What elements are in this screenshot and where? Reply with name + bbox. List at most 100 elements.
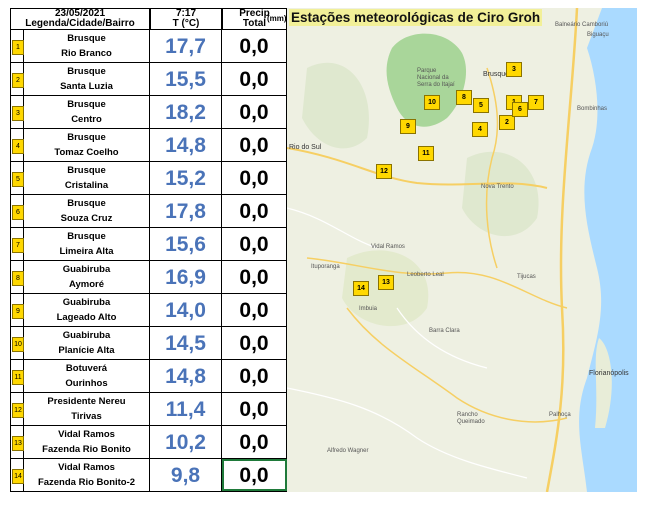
table-row[interactable]: 1 Brusque Rio Branco 17,7 0,0 xyxy=(10,30,287,63)
station-bairro: Tomaz Coelho xyxy=(54,147,119,158)
station-location-cell[interactable]: Brusque Cristalina xyxy=(24,162,150,194)
table-row[interactable]: 10 Guabiruba Planície Alta 14,5 0,0 xyxy=(10,327,287,360)
map-marker-5[interactable]: 5 xyxy=(473,98,489,113)
table-row[interactable]: 6 Brusque Souza Cruz 17,8 0,0 xyxy=(10,195,287,228)
table-row[interactable]: 4 Brusque Tomaz Coelho 14,8 0,0 xyxy=(10,129,287,162)
table-row[interactable]: 9 Guabiruba Lageado Alto 14,0 0,0 xyxy=(10,294,287,327)
station-number-cell[interactable]: 1 xyxy=(10,30,24,62)
station-number-cell[interactable]: 7 xyxy=(10,228,24,260)
station-location-cell[interactable]: Botuverá Ourinhos xyxy=(24,360,150,392)
station-precip-cell[interactable]: 0,0 xyxy=(222,96,287,128)
station-temperature-cell[interactable]: 10,2 xyxy=(150,426,222,458)
map-marker-7[interactable]: 7 xyxy=(528,95,544,110)
station-precip-cell[interactable]: 0,0 xyxy=(222,195,287,227)
table-row[interactable]: 3 Brusque Centro 18,2 0,0 xyxy=(10,96,287,129)
station-bairro: Rio Branco xyxy=(61,48,112,59)
header-date-location[interactable]: 23/05/2021 Legenda/Cidade/Bairro xyxy=(10,8,150,30)
station-bairro: Aymoré xyxy=(68,279,105,290)
map-marker-12[interactable]: 12 xyxy=(376,164,392,179)
table-row[interactable]: 14 Vidal Ramos Fazenda Rio Bonito-2 9,8 0,0 xyxy=(10,459,287,492)
station-temperature-cell[interactable]: 11,4 xyxy=(150,393,222,425)
station-temperature-cell[interactable]: 14,5 xyxy=(150,327,222,359)
map-marker-11[interactable]: 11 xyxy=(418,146,434,161)
header-time-temp[interactable]: 7:17 T (°C) xyxy=(150,8,222,30)
map-marker-8[interactable]: 8 xyxy=(456,90,472,105)
station-number-cell[interactable]: 13 xyxy=(10,426,24,458)
station-precip-cell[interactable]: 0,0 xyxy=(222,360,287,392)
station-location-cell[interactable]: Brusque Limeira Alta xyxy=(24,228,150,260)
station-location-cell[interactable]: Guabiruba Aymoré xyxy=(24,261,150,293)
station-city: Botuverá xyxy=(65,363,108,374)
station-number-cell[interactable]: 9 xyxy=(10,294,24,326)
station-temperature-cell[interactable]: 17,8 xyxy=(150,195,222,227)
station-precip-cell[interactable]: 0,0 xyxy=(222,30,287,62)
station-number-cell[interactable]: 4 xyxy=(10,129,24,161)
station-location-cell[interactable]: Brusque Souza Cruz xyxy=(24,195,150,227)
station-location-cell[interactable]: Guabiruba Lageado Alto xyxy=(24,294,150,326)
station-temperature-cell[interactable]: 16,9 xyxy=(150,261,222,293)
table-row[interactable]: 5 Brusque Cristalina 15,2 0,0 xyxy=(10,162,287,195)
table-row[interactable]: 11 Botuverá Ourinhos 14,8 0,0 xyxy=(10,360,287,393)
map-title: Estações meteorológicas de Ciro Groh xyxy=(289,9,543,26)
station-precip-cell[interactable]: 0,0 xyxy=(222,228,287,260)
table-row[interactable]: 8 Guabiruba Aymoré 16,9 0,0 xyxy=(10,261,287,294)
station-number-badge: 5 xyxy=(12,172,24,187)
station-number-cell[interactable]: 10 xyxy=(10,327,24,359)
station-location-cell[interactable]: Brusque Rio Branco xyxy=(24,30,150,62)
station-number-cell[interactable]: 12 xyxy=(10,393,24,425)
station-city: Brusque xyxy=(67,132,106,143)
station-number-cell[interactable]: 2 xyxy=(10,63,24,95)
station-number-cell[interactable]: 3 xyxy=(10,96,24,128)
station-location-cell[interactable]: Vidal Ramos Fazenda Rio Bonito-2 xyxy=(24,459,150,491)
station-location-cell[interactable]: Vidal Ramos Fazenda Rio Bonito xyxy=(24,426,150,458)
map-marker-13[interactable]: 13 xyxy=(378,275,394,290)
header-precip-label-1: Precip xyxy=(239,8,270,19)
station-location-cell[interactable]: Brusque Centro xyxy=(24,96,150,128)
station-temperature-cell[interactable]: 15,5 xyxy=(150,63,222,95)
map-marker-14[interactable]: 14 xyxy=(353,281,369,296)
station-precip-cell[interactable]: 0,0 xyxy=(222,63,287,95)
station-city: Brusque xyxy=(67,99,106,110)
station-location-cell[interactable]: Presidente Nereu Tirivas xyxy=(24,393,150,425)
station-temperature-cell[interactable]: 14,8 xyxy=(150,360,222,392)
station-temperature-cell[interactable]: 14,0 xyxy=(150,294,222,326)
station-precip-cell[interactable]: 0,0 xyxy=(222,426,287,458)
table-row[interactable]: 13 Vidal Ramos Fazenda Rio Bonito 10,2 0,0 xyxy=(10,426,287,459)
station-location-cell[interactable]: Guabiruba Planície Alta xyxy=(24,327,150,359)
station-location-cell[interactable]: Brusque Tomaz Coelho xyxy=(24,129,150,161)
map-marker-6[interactable]: 6 xyxy=(512,102,528,117)
map-marker-4[interactable]: 4 xyxy=(472,122,488,137)
station-number-cell[interactable]: 8 xyxy=(10,261,24,293)
station-precip-cell[interactable]: 0,0 xyxy=(222,162,287,194)
map-marker-9[interactable]: 9 xyxy=(400,119,416,134)
table-row[interactable]: 7 Brusque Limeira Alta 15,6 0,0 xyxy=(10,228,287,261)
station-bairro: Cristalina xyxy=(64,180,109,191)
station-number-cell[interactable]: 14 xyxy=(10,459,24,491)
station-precip-cell[interactable]: 0,0 xyxy=(222,327,287,359)
station-temperature-cell[interactable]: 15,2 xyxy=(150,162,222,194)
station-location-cell[interactable]: Brusque Santa Luzia xyxy=(24,63,150,95)
station-number-badge: 13 xyxy=(12,436,24,451)
station-precip-cell[interactable]: 0,0 xyxy=(222,261,287,293)
station-precip-cell[interactable]: 0,0 xyxy=(222,129,287,161)
station-number-cell[interactable]: 11 xyxy=(10,360,24,392)
station-number-cell[interactable]: 5 xyxy=(10,162,24,194)
table-row[interactable]: 2 Brusque Santa Luzia 15,5 0,0 xyxy=(10,63,287,96)
map-label-palhoca: Palhoça xyxy=(549,412,571,418)
map-marker-2[interactable]: 2 xyxy=(499,115,515,130)
station-temperature-cell[interactable]: 15,6 xyxy=(150,228,222,260)
station-city: Brusque xyxy=(67,231,106,242)
map-marker-10[interactable]: 10 xyxy=(424,95,440,110)
station-temperature-cell[interactable]: 18,2 xyxy=(150,96,222,128)
map-marker-3[interactable]: 3 xyxy=(506,62,522,77)
station-temperature-cell[interactable]: 14,8 xyxy=(150,129,222,161)
station-number-cell[interactable]: 6 xyxy=(10,195,24,227)
station-precip-cell[interactable]: 0,0 xyxy=(222,294,287,326)
station-precip-cell[interactable]: 0,0 xyxy=(222,393,287,425)
map-image: Parque Nacional da Serra do Itajaí Brusq… xyxy=(287,8,637,492)
station-temperature-cell[interactable]: 9,8 xyxy=(150,459,222,491)
station-precip-cell[interactable]: 0,0 xyxy=(222,459,287,491)
table-row[interactable]: 12 Presidente Nereu Tirivas 11,4 0,0 xyxy=(10,393,287,426)
station-temperature-cell[interactable]: 17,7 xyxy=(150,30,222,62)
header-precip[interactable]: Precip Total xyxy=(222,8,287,30)
